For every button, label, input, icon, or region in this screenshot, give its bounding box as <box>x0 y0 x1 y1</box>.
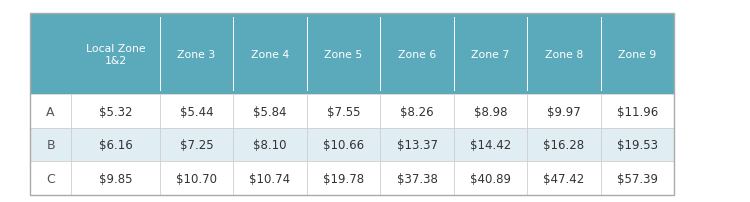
Text: $8.98: $8.98 <box>474 105 507 118</box>
Bar <box>160 128 233 162</box>
Bar <box>454 162 527 195</box>
Bar <box>380 95 454 128</box>
Text: Zone 5: Zone 5 <box>324 49 363 60</box>
Bar <box>601 95 674 128</box>
Text: $7.25: $7.25 <box>180 138 213 152</box>
Text: $11.96: $11.96 <box>616 105 658 118</box>
Text: $40.89: $40.89 <box>470 172 511 185</box>
Bar <box>233 95 307 128</box>
Text: Zone 3: Zone 3 <box>177 49 216 60</box>
Text: $8.10: $8.10 <box>254 138 286 152</box>
Bar <box>71 128 160 162</box>
Bar <box>454 95 527 128</box>
Text: $16.28: $16.28 <box>544 138 584 152</box>
Text: $57.39: $57.39 <box>617 172 658 185</box>
Bar <box>233 128 307 162</box>
Bar <box>30 95 71 128</box>
Bar <box>307 95 380 128</box>
Bar <box>527 14 601 95</box>
Text: $6.16: $6.16 <box>99 138 132 152</box>
Bar <box>307 14 380 95</box>
Bar <box>527 128 601 162</box>
Text: Zone 8: Zone 8 <box>544 49 584 60</box>
Bar <box>601 162 674 195</box>
Bar <box>30 162 71 195</box>
Text: $7.55: $7.55 <box>327 105 360 118</box>
Bar <box>160 162 233 195</box>
Text: A: A <box>46 105 55 118</box>
Text: $14.42: $14.42 <box>470 138 512 152</box>
Text: Zone 7: Zone 7 <box>471 49 510 60</box>
Text: $19.78: $19.78 <box>323 172 364 185</box>
Text: B: B <box>46 138 55 152</box>
Text: $10.74: $10.74 <box>250 172 290 185</box>
Bar <box>233 14 307 95</box>
Bar <box>30 14 674 195</box>
Text: $13.37: $13.37 <box>397 138 437 152</box>
Text: C: C <box>46 172 55 185</box>
Text: Local Zone
1&2: Local Zone 1&2 <box>86 44 146 65</box>
Text: $5.84: $5.84 <box>254 105 286 118</box>
Text: $10.66: $10.66 <box>323 138 364 152</box>
Bar <box>454 14 527 95</box>
Text: $47.42: $47.42 <box>543 172 585 185</box>
Bar <box>601 128 674 162</box>
Bar <box>71 14 160 95</box>
Bar <box>380 14 454 95</box>
Bar <box>380 162 454 195</box>
Bar <box>601 14 674 95</box>
Text: Zone 6: Zone 6 <box>398 49 436 60</box>
Text: $9.97: $9.97 <box>547 105 580 118</box>
Bar <box>71 162 160 195</box>
Text: $9.85: $9.85 <box>99 172 132 185</box>
Bar <box>233 162 307 195</box>
Text: $5.32: $5.32 <box>99 105 132 118</box>
Bar <box>71 95 160 128</box>
Text: $19.53: $19.53 <box>617 138 658 152</box>
Text: $8.26: $8.26 <box>400 105 433 118</box>
Bar <box>380 128 454 162</box>
Text: $10.70: $10.70 <box>176 172 217 185</box>
Bar <box>160 14 233 95</box>
Text: $5.44: $5.44 <box>180 105 213 118</box>
Bar <box>527 162 601 195</box>
Text: $37.38: $37.38 <box>397 172 437 185</box>
Bar <box>30 14 71 95</box>
Bar <box>527 95 601 128</box>
Bar <box>30 128 71 162</box>
Bar <box>307 162 380 195</box>
Text: Zone 4: Zone 4 <box>251 49 290 60</box>
Text: Zone 9: Zone 9 <box>618 49 657 60</box>
Bar <box>454 128 527 162</box>
Bar <box>307 128 380 162</box>
Bar <box>160 95 233 128</box>
